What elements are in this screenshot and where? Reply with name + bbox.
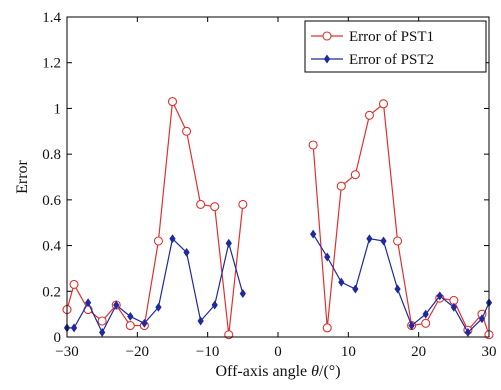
x-tick-label: 0 (274, 344, 282, 360)
data-point (225, 238, 232, 248)
data-point (127, 311, 134, 321)
y-tick-label: 0.4 (42, 239, 61, 255)
data-point (239, 289, 246, 299)
series-line (312, 102, 490, 335)
series-1 (62, 97, 494, 340)
data-point (210, 202, 220, 212)
data-point (84, 298, 92, 308)
y-tick-label: 0.6 (42, 193, 61, 209)
legend: Error of PST1 Error of PST2 (304, 20, 487, 73)
data-point (97, 316, 107, 326)
y-tick-label: 0.8 (42, 147, 61, 163)
axis-ticks: −30 −20 −10 0 10 20 30 0 0.2 0.4 0.6 0.8 1 1.2 1.4 (42, 10, 496, 360)
data-point (408, 321, 415, 331)
data-point (308, 140, 318, 150)
y-tick-label: 1 (54, 101, 62, 117)
legend-item: Error of PST1 (311, 29, 434, 45)
data-point (125, 321, 135, 331)
data-point (155, 302, 162, 312)
plot-frame (66, 16, 490, 338)
y-tick-label: 1.4 (42, 10, 61, 26)
x-axis-label-prefix: Off-axis angle (215, 363, 311, 380)
data-point (324, 252, 331, 262)
data-point (378, 99, 389, 109)
data-point (394, 284, 401, 294)
data-point (478, 314, 486, 324)
y-axis-label: Error (14, 159, 31, 193)
data-point (196, 199, 206, 209)
data-point (70, 323, 78, 333)
data-point (421, 318, 431, 328)
y-tick-label: 0 (54, 330, 62, 346)
data-point (182, 126, 192, 136)
x-axis-label: Off-axis angle θ/(°) (215, 363, 340, 380)
data-point (338, 277, 345, 287)
data-point (99, 327, 106, 337)
data-point (366, 234, 373, 244)
x-axis-label-symbol: θ (311, 363, 319, 380)
x-axis-label-suffix: /(°) (319, 363, 341, 380)
data-point (464, 327, 472, 337)
data-point (336, 181, 346, 191)
series-line (67, 237, 244, 334)
legend-item: Error of PST2 (311, 52, 434, 68)
data-point (364, 110, 374, 120)
plot-series (62, 97, 494, 340)
data-point (211, 300, 218, 310)
data-point (113, 300, 120, 310)
legend-box (304, 20, 487, 73)
data-point (153, 236, 163, 246)
data-point (393, 236, 403, 246)
y-tick-label: 1.2 (42, 56, 61, 72)
y-tick-label: 0.2 (42, 284, 61, 300)
data-point (352, 284, 359, 294)
data-point (183, 247, 190, 257)
data-point (436, 291, 443, 301)
data-point (238, 199, 248, 209)
legend-label: Error of PST2 (349, 52, 434, 68)
x-tick-label: 20 (411, 344, 426, 360)
data-point (422, 309, 429, 319)
data-point (169, 234, 176, 244)
data-point (141, 318, 148, 328)
x-tick-label: −10 (196, 344, 219, 360)
legend-label: Error of PST1 (349, 29, 434, 45)
data-point (197, 316, 204, 326)
data-point (224, 330, 234, 340)
data-point (450, 302, 457, 312)
series-line (312, 233, 490, 334)
data-point (380, 236, 387, 246)
x-tick-label: 10 (341, 344, 356, 360)
data-point (350, 170, 360, 180)
x-tick-label: −20 (126, 344, 149, 360)
data-point (322, 323, 332, 333)
x-tick-label: −30 (55, 344, 78, 360)
legend-marker (322, 31, 332, 41)
x-tick-label: 30 (482, 344, 497, 360)
data-point (69, 279, 79, 289)
data-point (310, 229, 317, 239)
data-point (167, 97, 178, 107)
legend-marker (323, 54, 331, 64)
